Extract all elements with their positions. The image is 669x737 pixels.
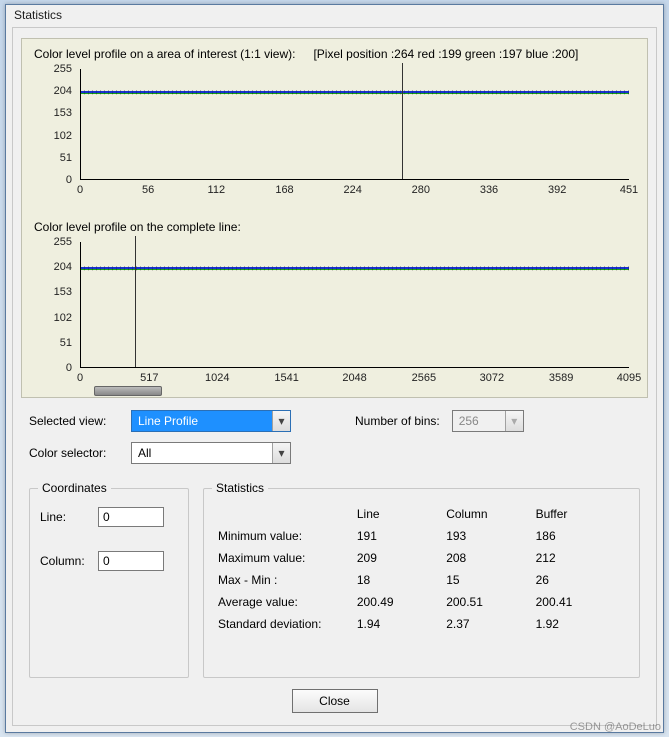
selected-view-combo[interactable]: Line Profile ▾ <box>131 410 291 432</box>
table-row: Average value:200.49200.51200.41 <box>218 591 625 613</box>
chart2-xticks: 05171024154120482565307235894095 <box>80 372 629 386</box>
client-area: Color level profile on a area of interes… <box>12 27 657 726</box>
chevron-down-icon: ▾ <box>272 443 290 463</box>
table-cell: 2.37 <box>446 613 535 635</box>
table-cell: 200.49 <box>357 591 446 613</box>
bins-value: 256 <box>453 414 505 428</box>
statistics-table: LineColumnBuffer Minimum value:191193186… <box>218 503 625 635</box>
table-cell: 186 <box>536 525 625 547</box>
chart2-yticks: 051102153204255 <box>34 242 76 368</box>
coordinates-group: Coordinates Line: Column: <box>29 488 189 678</box>
selected-view-label: Selected view: <box>29 414 123 428</box>
bins-combo: 256 ▾ <box>452 410 524 432</box>
watermark: CSDN @AoDeLuo <box>570 721 661 733</box>
line-label: Line: <box>40 510 98 524</box>
table-cell: 200.41 <box>536 591 625 613</box>
chevron-down-icon: ▾ <box>272 411 290 431</box>
chart1: 051102153204255 056112168224280336392451 <box>34 63 635 208</box>
coordinates-legend: Coordinates <box>38 481 111 495</box>
table-cell: 208 <box>446 547 535 569</box>
table-cell: Max - Min : <box>218 569 357 591</box>
chart1-header: Color level profile on a area of interes… <box>34 47 635 61</box>
bins-label: Number of bins: <box>355 414 440 428</box>
column-label: Column: <box>40 554 98 568</box>
color-selector-combo[interactable]: All ▾ <box>131 442 291 464</box>
chart2-header: Color level profile on the complete line… <box>34 220 635 234</box>
table-header: Line <box>357 503 446 525</box>
table-cell: 1.94 <box>357 613 446 635</box>
close-button[interactable]: Close <box>292 689 378 713</box>
chart1-status: [Pixel position :264 red :199 green :197… <box>313 47 578 61</box>
table-cell: 15 <box>446 569 535 591</box>
table-cell: Average value: <box>218 591 357 613</box>
table-cell: Standard deviation: <box>218 613 357 635</box>
table-cell: Minimum value: <box>218 525 357 547</box>
statistics-window: Statistics Color level profile on a area… <box>5 4 664 733</box>
table-header <box>218 503 357 525</box>
table-cell: 193 <box>446 525 535 547</box>
controls-row: Selected view: Line Profile ▾ Number of … <box>29 410 640 480</box>
table-cell: 191 <box>357 525 446 547</box>
table-cell: 209 <box>357 547 446 569</box>
line-input[interactable] <box>98 507 164 527</box>
table-header-row: LineColumnBuffer <box>218 503 625 525</box>
chevron-down-icon: ▾ <box>505 411 523 431</box>
chart1-xticks: 056112168224280336392451 <box>80 184 629 198</box>
table-row: Maximum value:209208212 <box>218 547 625 569</box>
table-cell: 26 <box>536 569 625 591</box>
table-cell: 18 <box>357 569 446 591</box>
chart2-plot[interactable] <box>80 242 629 368</box>
table-header: Column <box>446 503 535 525</box>
table-row: Minimum value:191193186 <box>218 525 625 547</box>
table-cell: 212 <box>536 547 625 569</box>
chart1-title: Color level profile on a area of interes… <box>34 47 295 61</box>
table-cell: 200.51 <box>446 591 535 613</box>
window-title: Statistics <box>6 5 663 27</box>
color-selector-value: All <box>132 446 272 460</box>
chart2: 051102153204255 051710241541204825653072… <box>34 236 635 396</box>
chart1-yticks: 051102153204255 <box>34 69 76 180</box>
charts-panel: Color level profile on a area of interes… <box>21 38 648 398</box>
table-row: Standard deviation:1.942.371.92 <box>218 613 625 635</box>
statistics-legend: Statistics <box>212 481 268 495</box>
table-row: Max - Min :181526 <box>218 569 625 591</box>
table-cell: Maximum value: <box>218 547 357 569</box>
chart1-plot[interactable] <box>80 69 629 180</box>
table-cell: 1.92 <box>536 613 625 635</box>
color-selector-label: Color selector: <box>29 446 123 460</box>
statistics-group: Statistics LineColumnBuffer Minimum valu… <box>203 488 640 678</box>
chart2-title: Color level profile on the complete line… <box>34 220 241 234</box>
selected-view-value: Line Profile <box>132 414 272 428</box>
table-header: Buffer <box>536 503 625 525</box>
chart2-range-indicator[interactable] <box>94 386 162 396</box>
column-input[interactable] <box>98 551 164 571</box>
